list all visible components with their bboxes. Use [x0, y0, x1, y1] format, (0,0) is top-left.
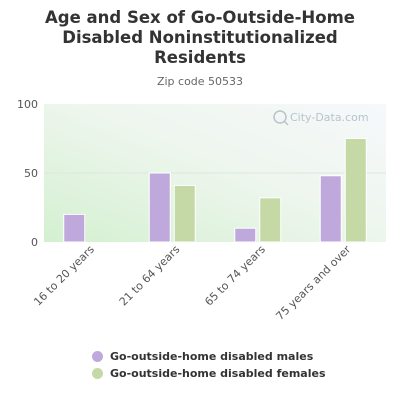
y-tick-label: 100 — [17, 98, 38, 111]
y-tick-label: 50 — [24, 167, 38, 180]
chart-title-line-1: Age and Sex of Go-Outside-Home — [45, 8, 355, 27]
bar-males — [148, 172, 171, 243]
legend: Go-outside-home disabled males Go-outsid… — [92, 348, 326, 382]
legend-swatch-males — [92, 351, 103, 362]
legend-swatch-females — [92, 368, 103, 379]
chart-title-line-2: Disabled Noninstitutionalized — [62, 28, 338, 47]
x-tick-label: 21 to 64 years — [117, 243, 183, 309]
bar-males — [234, 227, 257, 243]
legend-item-males: Go-outside-home disabled males — [92, 348, 326, 365]
bar-females — [173, 184, 196, 243]
chart-title-line-3: Residents — [154, 48, 246, 67]
bar-females — [259, 197, 282, 243]
legend-label-females: Go-outside-home disabled females — [110, 367, 326, 380]
watermark-icon — [273, 110, 289, 126]
watermark: City-Data.com — [273, 110, 369, 126]
legend-item-females: Go-outside-home disabled females — [92, 365, 326, 382]
chart-title: Age and Sex of Go-Outside-Home Disabled … — [0, 8, 400, 68]
bar-females — [344, 138, 367, 243]
legend-label-males: Go-outside-home disabled males — [110, 350, 314, 363]
x-tick-label: 16 to 20 years — [31, 243, 97, 309]
x-tick-label: 65 to 74 years — [202, 243, 268, 309]
y-tick-label: 0 — [31, 236, 38, 249]
chart-subtitle: Zip code 50533 — [156, 75, 244, 88]
watermark-text: City-Data.com — [290, 111, 369, 124]
x-tick-label: 75 years and over — [273, 243, 353, 323]
bar-males — [63, 213, 86, 243]
bar-males — [319, 175, 342, 243]
